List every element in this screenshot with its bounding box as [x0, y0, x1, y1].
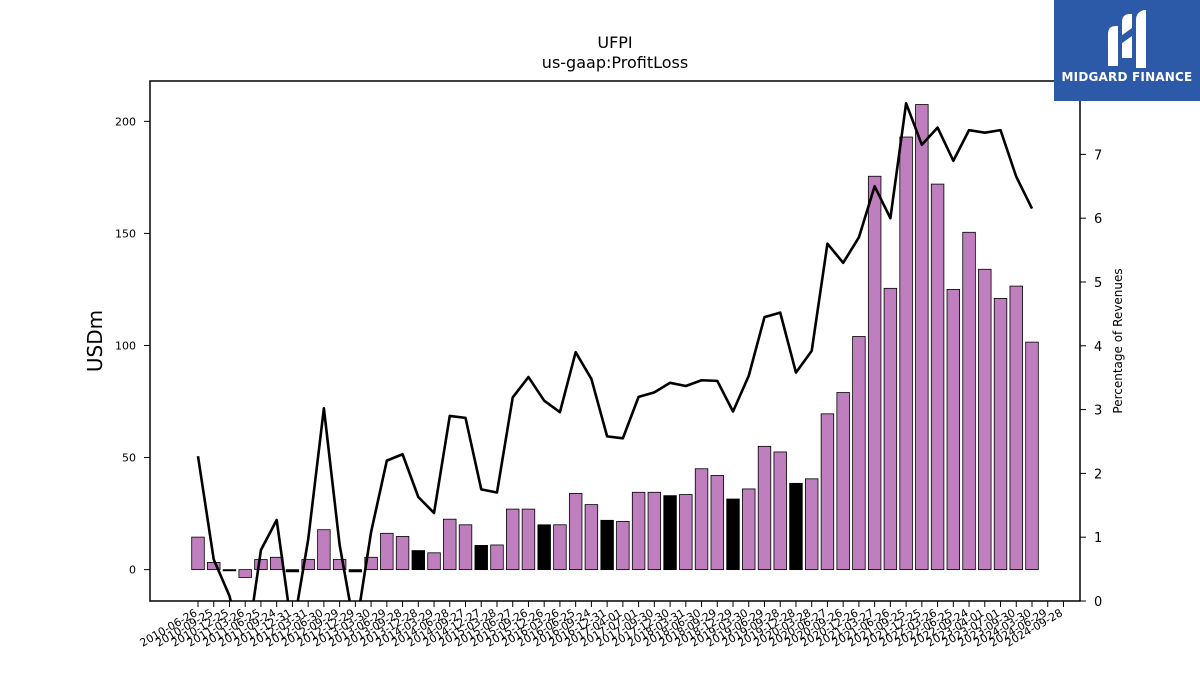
bar	[380, 532, 394, 571]
bar	[521, 508, 536, 571]
bar	[1025, 341, 1039, 571]
line-group	[196, 102, 1034, 601]
bar	[694, 468, 709, 571]
bar	[600, 519, 614, 571]
bar	[836, 392, 850, 571]
bar	[238, 569, 252, 578]
bar	[773, 451, 787, 571]
bar	[332, 559, 347, 571]
bar	[411, 550, 426, 571]
bar	[962, 231, 976, 571]
bar	[742, 488, 756, 571]
bar	[301, 559, 315, 571]
bar	[726, 498, 740, 571]
bar	[191, 536, 205, 571]
y-tick-label: 200	[115, 115, 136, 128]
bar	[506, 508, 520, 571]
x-axis: 2010-06-262010-09-252010-12-252011-03-26…	[138, 601, 1065, 650]
bar	[631, 491, 646, 571]
bar	[710, 475, 724, 571]
plot-frame	[149, 80, 1081, 602]
y2-tick-label: 7	[1094, 148, 1102, 163]
bar	[993, 298, 1008, 571]
bar	[490, 544, 504, 571]
bar	[852, 336, 866, 571]
bar	[679, 494, 693, 571]
bar	[867, 175, 882, 571]
bar	[820, 413, 835, 571]
brand-name: MIDGARD FINANCE	[1061, 70, 1193, 84]
y2-tick-label: 4	[1094, 340, 1102, 355]
midgard-m-icon	[1108, 10, 1146, 68]
bar	[584, 504, 599, 571]
y2-tick-label: 1	[1094, 531, 1102, 546]
y-tick-label: 150	[115, 227, 136, 240]
bar	[805, 478, 819, 571]
y2-tick-label: 2	[1094, 467, 1102, 482]
y2-axis-label: Percentage of Revenues	[1111, 268, 1125, 413]
bar	[285, 569, 300, 573]
bar	[883, 287, 898, 571]
y-axis-label: USDm	[83, 310, 107, 372]
chart-title: UFPI	[597, 33, 632, 52]
bar	[757, 445, 772, 571]
y2-tick-label: 6	[1094, 212, 1102, 227]
bar	[443, 518, 457, 571]
bar	[647, 491, 662, 571]
bar	[254, 559, 268, 571]
chart-subtitle: us-gaap:ProfitLoss	[542, 53, 688, 72]
bar	[616, 521, 630, 571]
bar	[789, 482, 803, 571]
y2-tick-label: 0	[1094, 595, 1102, 610]
brand-logo: MIDGARD FINANCE	[1054, 0, 1200, 101]
y2-tick-label: 3	[1094, 404, 1102, 419]
y-tick-label: 50	[122, 452, 136, 465]
y2-tick-label: 5	[1094, 276, 1102, 291]
bar	[568, 493, 583, 571]
bar	[978, 268, 992, 571]
y-axis-right: 0 1 2 3 4 5 6 7	[1080, 148, 1102, 610]
bar	[348, 569, 363, 573]
bar	[222, 569, 237, 572]
bar	[663, 495, 677, 571]
bar	[427, 552, 441, 571]
bar	[915, 104, 929, 571]
bar	[458, 524, 473, 571]
bar	[1009, 285, 1023, 571]
bars-group	[191, 104, 1039, 578]
bar	[474, 545, 488, 571]
bar	[899, 136, 913, 571]
y-tick-label: 100	[115, 339, 136, 352]
bar	[537, 524, 551, 571]
bar	[553, 524, 567, 571]
bar	[930, 183, 945, 571]
bar	[317, 529, 331, 571]
bar	[395, 536, 410, 571]
y-tick-label: 0	[129, 564, 136, 577]
y-axis-left: 0 50 100 150 200	[115, 115, 150, 577]
bar	[946, 289, 961, 571]
series-line	[196, 102, 1034, 601]
